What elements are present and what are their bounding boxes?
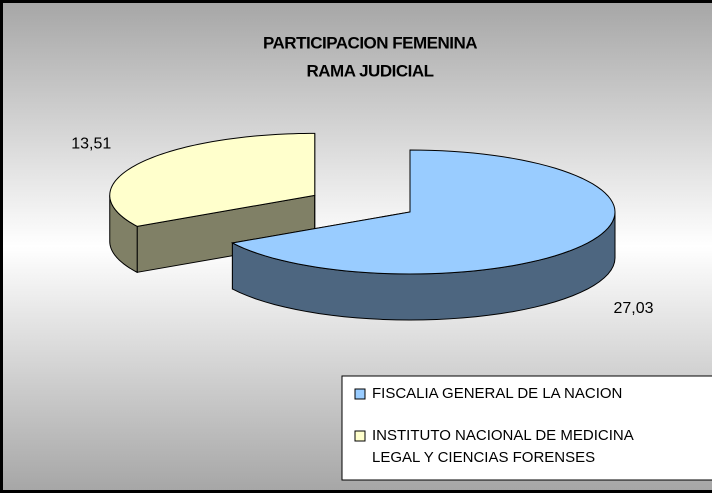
legend-swatch xyxy=(354,430,366,442)
pie: 13,51 27,03 xyxy=(71,132,654,321)
chart-title: RAMA JUDICIAL xyxy=(307,61,434,80)
legend-label: INSTITUTO NACIONAL DE MEDICINA LEGAL Y CI… xyxy=(372,427,634,466)
data-label: 13,51 xyxy=(71,136,111,153)
slice xyxy=(109,132,316,227)
chart-title: PARTICIPACION FEMENINA xyxy=(263,33,477,52)
legend-swatch xyxy=(354,388,366,400)
legend-label: FISCALIA GENERAL DE LA NACION xyxy=(372,385,622,402)
slice xyxy=(230,149,616,275)
legend: FISCALIA GENERAL DE LA NACION INSTITUTO N… xyxy=(354,385,634,466)
data-label: 27,03 xyxy=(613,300,653,317)
legend-box xyxy=(341,375,712,481)
